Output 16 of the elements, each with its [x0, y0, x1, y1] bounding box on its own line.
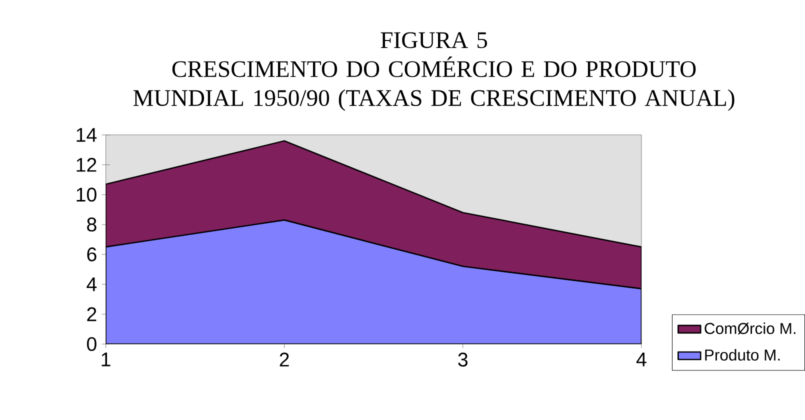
x-tick-label: 1: [102, 352, 110, 366]
x-tick-label: 2: [280, 352, 289, 366]
y-tick-label: 0: [86, 336, 96, 351]
y-tick-label: 8: [87, 217, 96, 232]
y-tick-label: 14: [76, 128, 97, 142]
x-tick-label: 4: [636, 352, 646, 366]
y-tick-label: 12: [76, 158, 96, 172]
y-tick-label: 10: [76, 188, 96, 202]
legend-label: Produto M.: [705, 348, 780, 361]
y-tick-label: 6: [87, 247, 96, 262]
legend-label: ComØrcio M.: [704, 322, 796, 334]
y-tick-label: 4: [86, 277, 97, 291]
y-tick-label: 2: [87, 307, 96, 321]
x-tick-label: 3: [458, 352, 468, 366]
chart-title: FIGURA 5: [380, 32, 488, 48]
chart-subtitle: CRESCIMENTO DO COMÉRCIO E DO PRODUTO MUNDIAL 1950/90 (TAXAS DE CRESCIMENTO ANUAL): [133, 56, 734, 111]
